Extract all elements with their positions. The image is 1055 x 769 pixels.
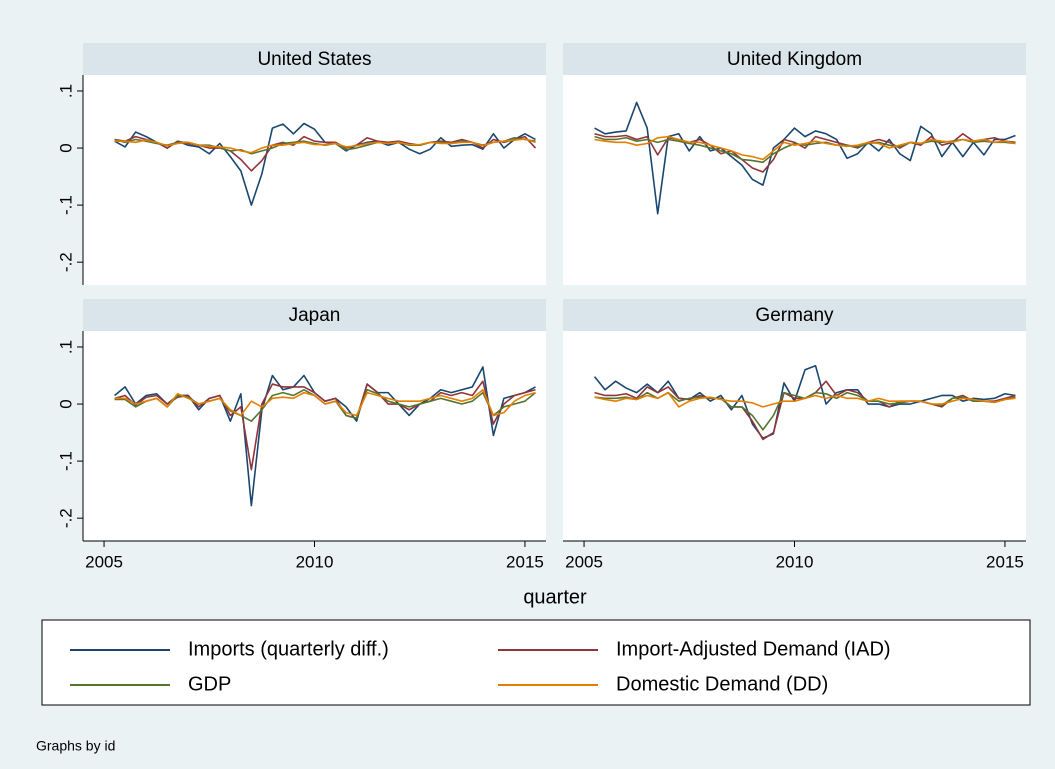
series-line xyxy=(594,101,1016,215)
y-tick-label: .1 xyxy=(56,340,75,354)
panel-header xyxy=(563,299,1026,331)
panel-header xyxy=(563,43,1026,75)
y-tick-label: -.2 xyxy=(56,252,75,272)
y-tick-label: 0 xyxy=(56,399,75,408)
y-tick-label: .1 xyxy=(56,84,75,98)
legend-label: Domestic Demand (DD) xyxy=(616,673,828,695)
legend-label: Imports (quarterly diff.) xyxy=(188,638,389,660)
series-line xyxy=(594,391,1016,408)
plot-area xyxy=(563,75,1026,285)
x-tick-label: 2015 xyxy=(986,552,1024,571)
panel-title: United States xyxy=(257,49,371,70)
panel-title: Germany xyxy=(755,305,834,326)
panel-header xyxy=(83,299,546,331)
series-line xyxy=(593,365,1016,440)
legend xyxy=(41,619,1031,706)
plot-area xyxy=(83,75,546,285)
x-tick-label: 2005 xyxy=(85,552,123,571)
x-tick-label: 2005 xyxy=(565,552,603,571)
y-tick-label: -.1 xyxy=(56,451,75,471)
plot-area xyxy=(563,331,1026,541)
panel-title: Japan xyxy=(289,305,341,326)
x-tick-label: 2015 xyxy=(506,552,544,571)
y-tick-label: -.2 xyxy=(56,508,75,528)
note: Graphs by id xyxy=(36,738,115,754)
series-line xyxy=(594,135,1016,161)
series-line xyxy=(594,132,1016,173)
y-tick-label: -.1 xyxy=(56,195,75,215)
series-line xyxy=(114,388,536,417)
series-line xyxy=(114,138,536,154)
x-tick-label: 2010 xyxy=(776,552,814,571)
plot-area xyxy=(83,331,546,541)
panel-header xyxy=(83,43,546,75)
x-axis-title: quarter xyxy=(523,586,587,608)
x-tick-label: 2010 xyxy=(296,552,334,571)
panel-title: United Kingdom xyxy=(727,49,862,70)
legend-label: Import-Adjusted Demand (IAD) xyxy=(616,638,891,660)
y-tick-label: 0 xyxy=(56,143,75,152)
legend-label: GDP xyxy=(188,673,231,695)
